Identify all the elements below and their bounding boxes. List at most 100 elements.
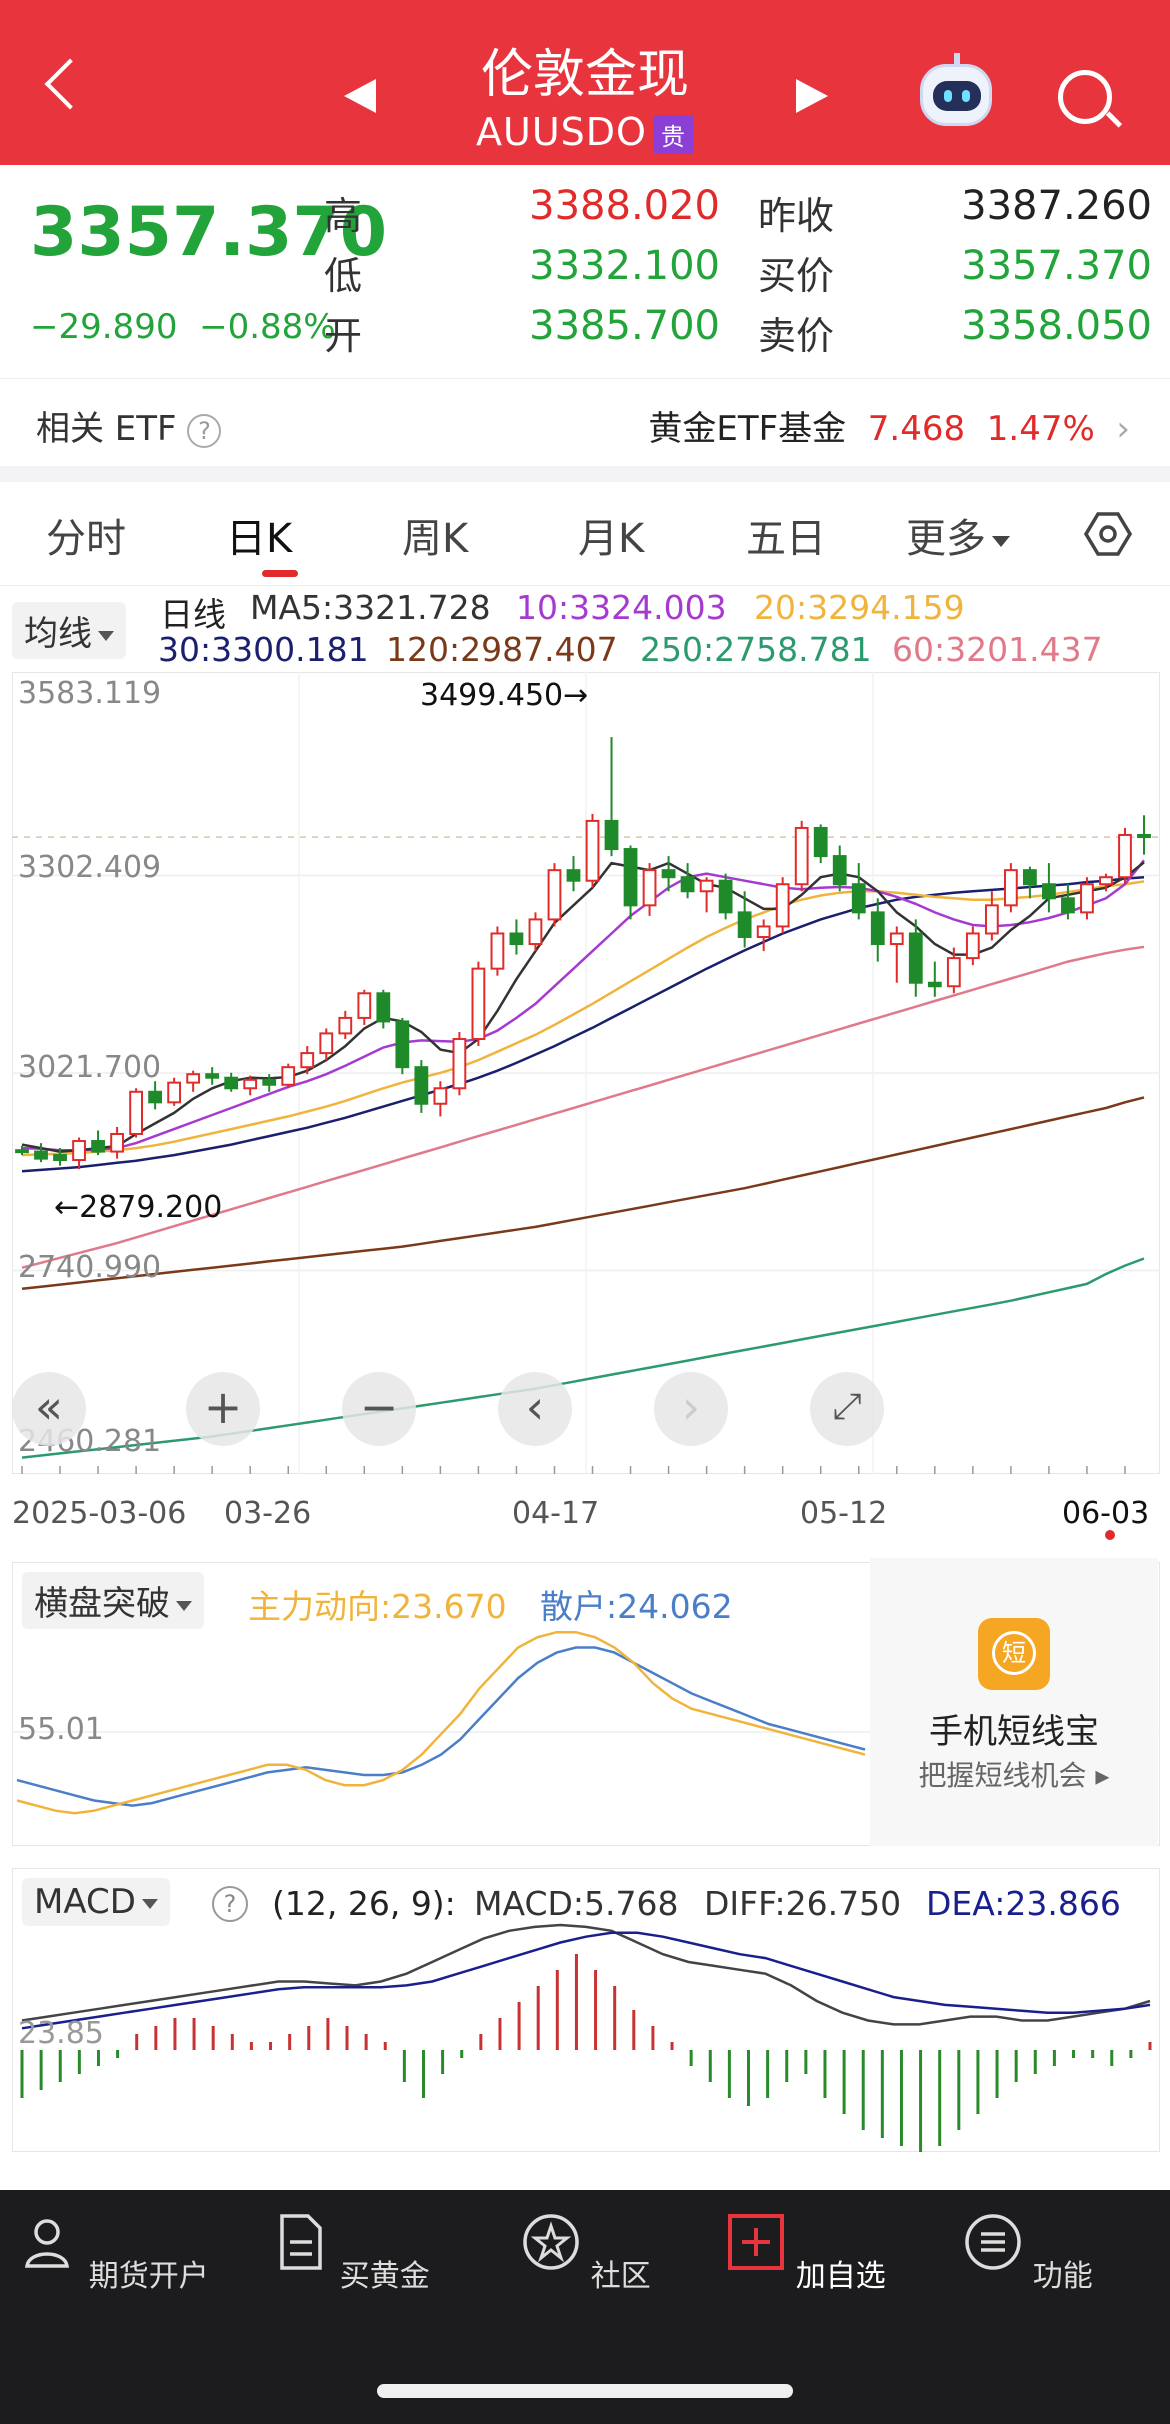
macd-selector[interactable]: MACD xyxy=(22,1878,170,1926)
nav-community[interactable]: 社区 xyxy=(486,2212,686,2295)
price-axis-label: 3583.119 xyxy=(18,676,162,711)
account-icon xyxy=(25,2219,70,2268)
nav-label: 买黄金 xyxy=(339,2259,430,2294)
symbol-code: AUUSDO 贵 xyxy=(360,110,810,154)
document-icon xyxy=(280,2214,322,2270)
candle-body xyxy=(262,1078,277,1086)
macd-params: (12, 26, 9): xyxy=(272,1884,456,1923)
assistant-robot-icon[interactable] xyxy=(920,53,992,126)
nav-label: 期货开户 xyxy=(88,2259,209,2294)
candle-body xyxy=(737,911,752,938)
period-label: 日线 xyxy=(160,595,226,634)
promo-title: 手机短线宝 xyxy=(929,1712,1099,1752)
candle-body xyxy=(452,1038,467,1090)
tab-daily-k[interactable]: 日K xyxy=(226,506,299,577)
etf-fund-name: 黄金ETF基金 xyxy=(648,409,847,449)
ma5-label: MA5:3321.728 xyxy=(250,588,491,627)
etf-fund-price: 7.468 xyxy=(867,409,966,449)
x-axis-label: 03-26 xyxy=(224,1496,312,1531)
chart-frame xyxy=(12,1868,1160,2152)
home-indicator xyxy=(377,2384,793,2398)
etf-fund-info: 黄金ETF基金 7.468 1.47% › xyxy=(648,401,1130,450)
dropdown-icon xyxy=(176,1600,192,1611)
zoom-out-icon[interactable]: − xyxy=(342,1372,416,1446)
page-title: 伦敦金现 xyxy=(480,45,689,105)
candle-body xyxy=(53,1154,67,1162)
help-icon[interactable]: ? xyxy=(187,413,222,448)
nav-futures-account[interactable]: 期货开户 xyxy=(14,2212,214,2295)
nav-label: 功能 xyxy=(1032,2259,1093,2294)
main-force-label: 主力动向:23.670 xyxy=(248,1587,507,1626)
candle-body xyxy=(376,992,391,1023)
candle-body xyxy=(1137,833,1151,839)
tab-more[interactable]: 更多 xyxy=(906,506,1010,564)
fullscreen-icon[interactable]: ⤢ xyxy=(810,1372,884,1446)
etf-label-text: 相关 ETF xyxy=(36,409,177,449)
prev-close-value: 3387.260 xyxy=(961,183,1152,229)
candle-body xyxy=(547,869,562,921)
candle-body xyxy=(414,1066,429,1105)
price-axis-label: 2740.990 xyxy=(18,1250,162,1285)
macd-value: MACD:5.768 xyxy=(474,1884,679,1923)
candle-body xyxy=(395,1020,410,1069)
promo-card[interactable]: 短 手机短线宝 把握短线机会 ▸ xyxy=(870,1558,1158,1846)
ma20-line xyxy=(21,880,1145,1157)
main-force-line xyxy=(16,1630,866,1815)
candle-body xyxy=(1023,869,1037,886)
dropdown-icon xyxy=(992,535,1010,547)
dropdown-icon xyxy=(98,630,114,641)
ma60-label: 60:3201.437 xyxy=(892,630,1103,669)
ma10-label: 10:3324.003 xyxy=(516,588,727,627)
candle-body xyxy=(813,826,828,858)
zoom-in-icon[interactable]: + xyxy=(186,1372,260,1446)
back-icon[interactable] xyxy=(44,58,96,110)
candle-body xyxy=(1099,876,1113,886)
short-trade-icon: 短 xyxy=(978,1618,1050,1690)
tab-five-day[interactable]: 五日 xyxy=(746,516,826,562)
etf-fund-percent: 1.47% xyxy=(986,409,1095,449)
related-etf-label: 相关 ETF ? xyxy=(36,401,222,450)
candle-body xyxy=(528,918,543,946)
rewind-icon[interactable]: « xyxy=(12,1372,86,1446)
prev-symbol-icon[interactable] xyxy=(344,79,376,113)
macd-chart xyxy=(12,1868,1160,2152)
nav-add-watchlist[interactable]: 加自选 xyxy=(706,2212,906,2295)
candle-body xyxy=(509,932,524,946)
x-axis-label: 04-17 xyxy=(512,1496,600,1531)
macd-axis-label: 23.85 xyxy=(18,2016,104,2051)
scroll-right-icon[interactable]: › xyxy=(654,1372,728,1446)
candle-body xyxy=(908,932,923,984)
macd-selector-label: MACD xyxy=(34,1882,136,1922)
candle-body xyxy=(680,876,695,893)
help-icon[interactable]: ? xyxy=(212,1886,248,1922)
settings-hexagon-icon[interactable] xyxy=(1084,510,1132,558)
tab-more-label: 更多 xyxy=(906,516,986,562)
ma-selector[interactable]: 均线 xyxy=(12,602,126,659)
ask-label: 卖价 xyxy=(758,314,835,358)
tab-weekly-k[interactable]: 周K xyxy=(402,516,469,562)
candle-body xyxy=(34,1150,48,1160)
retail-label: 散户:24.062 xyxy=(540,1587,733,1626)
menu-icon xyxy=(965,2214,1021,2270)
candle-body xyxy=(224,1076,239,1090)
tab-intraday[interactable]: 分时 xyxy=(46,516,126,562)
candle-body xyxy=(1118,833,1132,879)
candle-body xyxy=(129,1090,143,1135)
candle-body xyxy=(927,981,942,988)
candle-body xyxy=(870,911,885,946)
retail-line xyxy=(16,1646,866,1807)
candle-body xyxy=(490,932,505,970)
tab-monthly-k[interactable]: 月K xyxy=(578,516,645,562)
next-symbol-icon[interactable] xyxy=(796,79,828,113)
candle-body xyxy=(471,967,486,1041)
nav-buy-gold[interactable]: 买黄金 xyxy=(250,2212,450,2295)
search-icon[interactable] xyxy=(1058,70,1112,124)
x-axis-label: 05-12 xyxy=(800,1496,888,1531)
related-etf-row[interactable]: 相关 ETF ? 黄金ETF基金 7.468 1.47% › xyxy=(0,378,1170,464)
kline-chart[interactable] xyxy=(12,672,1160,1474)
candle-body xyxy=(338,1016,353,1035)
nav-functions[interactable]: 功能 xyxy=(928,2212,1128,2295)
scroll-left-icon[interactable]: ‹ xyxy=(498,1372,572,1446)
indicator-selector[interactable]: 横盘突破 xyxy=(22,1572,204,1629)
candle-body xyxy=(15,1149,29,1154)
